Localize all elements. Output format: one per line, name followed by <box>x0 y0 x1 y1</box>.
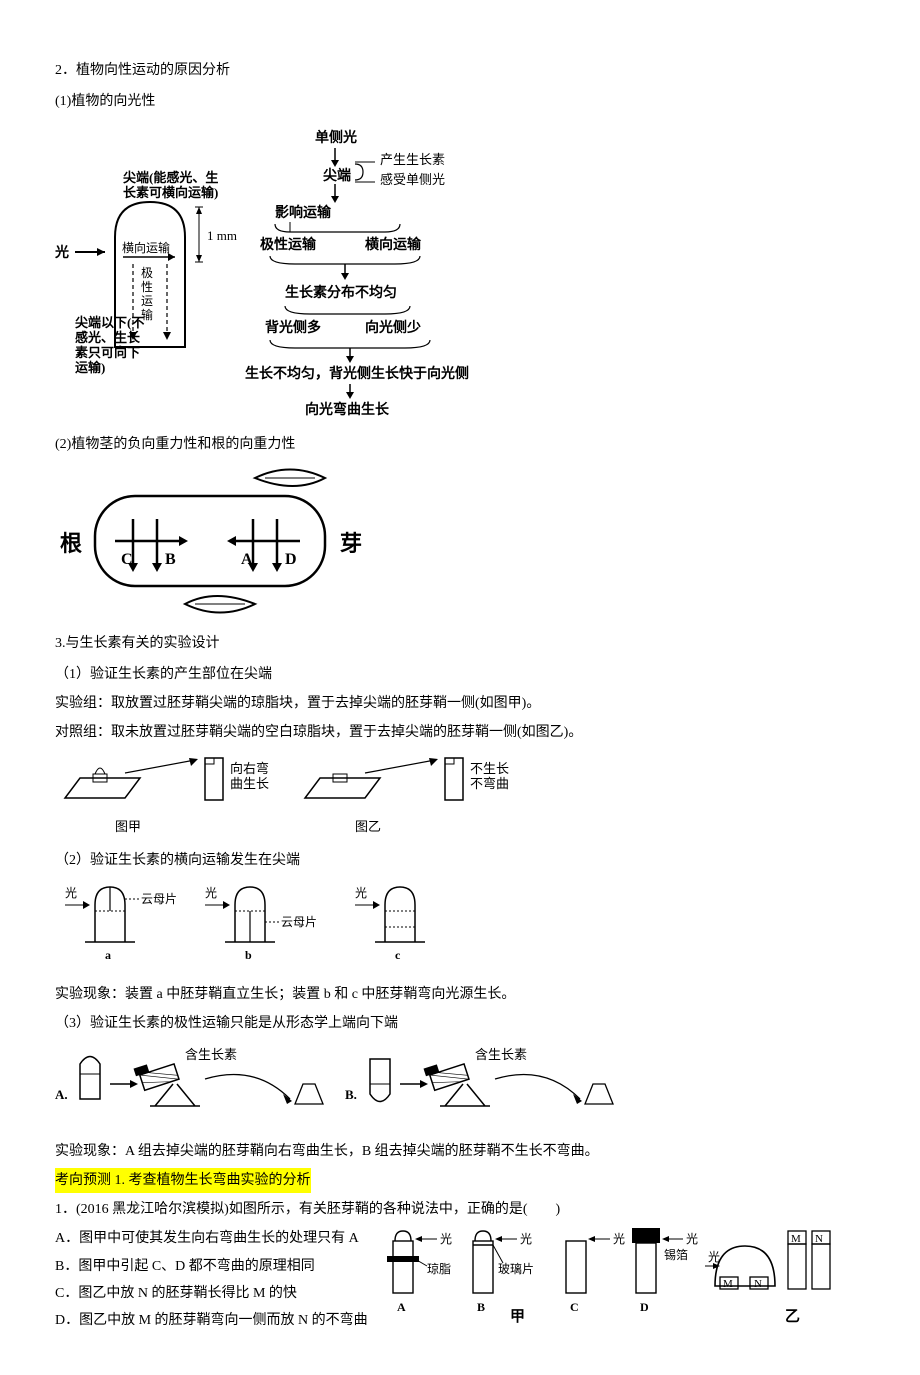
svg-text:玻璃片: 玻璃片 <box>498 1262 534 1276</box>
letter-b: B <box>165 551 176 568</box>
svg-text:N: N <box>754 1278 762 1290</box>
auxin-a: 含生长素 <box>185 1047 237 1062</box>
light-label: 光 <box>55 244 69 261</box>
flow-n4b: 横向运输 <box>365 236 422 253</box>
figure-gravitropism: 根 芽 C B A D <box>55 466 865 621</box>
light-a: 光 <box>65 886 77 900</box>
figure-phototropism: 光 横向运输 极性运输 尖端(能感光、生 长素可横向运输) 1 mm 尖端以下(… <box>55 122 865 422</box>
exp3-title: （3）验证生长素的极性运输只能是从形态学上端向下端 <box>55 1011 865 1036</box>
svg-text:甲: 甲 <box>510 1308 525 1325</box>
svg-text:光: 光 <box>520 1232 532 1246</box>
svg-text:B: B <box>477 1300 485 1314</box>
svg-text:N: N <box>815 1233 823 1245</box>
exp2-title: （2）验证生长素的横向运输发生在尖端 <box>55 848 865 873</box>
auxin-b: 含生长素 <box>475 1047 527 1062</box>
tip-label: 尖端(能感光、生 长素可横向运输) <box>123 170 222 200</box>
letter-a: A <box>241 551 253 568</box>
exp1-group: 实验组：取放置过胚芽鞘尖端的琼脂块，置于去掉尖端的胚芽鞘一侧(如图甲)。 <box>55 691 865 716</box>
heading-3: 3.与生长素有关的实验设计 <box>55 631 865 656</box>
flow-n2-r2: 感受单侧光 <box>380 172 445 187</box>
flow-n4a: 极性运输 <box>260 236 317 253</box>
flow-n8: 向光弯曲生长 <box>305 401 390 418</box>
flow-n2-r1: 产生生长素 <box>380 152 445 167</box>
svg-text:M: M <box>723 1278 733 1290</box>
flow-n7: 生长不均匀，背光侧生长快于向光侧 <box>245 365 469 382</box>
svg-text:A: A <box>397 1300 406 1314</box>
q1-optA: A．图甲中可使其发生向右弯曲生长的处理只有 A <box>55 1226 368 1251</box>
svg-text:C: C <box>570 1300 579 1314</box>
label-b: b <box>245 948 252 962</box>
svg-text:光: 光 <box>613 1232 625 1246</box>
q1-optD: D．图乙中放 M 的胚芽鞘弯向一侧而放 N 的不弯曲 <box>55 1308 368 1333</box>
exp1-ctrl: 对照组：取未放置过胚芽鞘尖端的空白琼脂块，置于去掉尖端的胚芽鞘一侧(如图乙)。 <box>55 720 865 745</box>
flow-n1: 单侧光 <box>315 129 357 146</box>
sub-1: (1)植物的向光性 <box>55 89 865 114</box>
letter-c: C <box>121 551 133 568</box>
yi-caption: 图乙 <box>355 819 381 834</box>
horiz-transport-label: 横向运输 <box>122 240 170 255</box>
sub-2: (2)植物茎的负向重力性和根的向重力性 <box>55 432 865 457</box>
svg-text:乙: 乙 <box>785 1309 800 1325</box>
svg-text:琼脂: 琼脂 <box>427 1261 451 1276</box>
jia-result2: 曲生长 <box>230 776 269 791</box>
flow-n5: 生长素分布不均匀 <box>285 284 397 301</box>
flow-n6b: 向光侧少 <box>365 319 421 336</box>
flow-n6a: 背光侧多 <box>265 319 321 336</box>
mica-a: 云母片 <box>141 892 177 906</box>
below-tip-label: 尖端以下(不 感光、生长 素只可向下 运输) <box>75 315 148 375</box>
svg-text:光: 光 <box>440 1232 452 1246</box>
exp2-result: 实验现象：装置 a 中胚芽鞘直立生长；装置 b 和 c 中胚芽鞘弯向光源生长。 <box>55 982 865 1007</box>
heading-2: 2．植物向性运动的原因分析 <box>55 58 865 83</box>
svg-text:光: 光 <box>708 1250 720 1264</box>
label-c: c <box>395 948 401 962</box>
flow-n2: 尖端 <box>323 167 351 184</box>
figure-exp1: 向右弯 曲生长 图甲 不生长 不弯曲 图乙 <box>55 753 865 838</box>
label-a: a <box>105 948 111 962</box>
flow-n3: 影响运输 <box>275 204 332 221</box>
letter-d: D <box>285 551 297 568</box>
label-B: B. <box>345 1087 357 1102</box>
light-c: 光 <box>355 886 367 900</box>
light-b: 光 <box>205 886 217 900</box>
jia-result1: 向右弯 <box>230 761 269 776</box>
svg-text:D: D <box>640 1300 649 1314</box>
polar-transport-label: 极性运输 <box>141 266 153 322</box>
label-A: A. <box>55 1087 68 1102</box>
svg-text:锡箔: 锡箔 <box>664 1247 688 1262</box>
exp1-title: （1）验证生长素的产生部位在尖端 <box>55 662 865 687</box>
q1-stem: 1．(2016 黑龙江哈尔滨模拟)如图所示，有关胚芽鞘的各种说法中，正确的是( … <box>55 1197 865 1222</box>
exp3-result: 实验现象：A 组去掉尖端的胚芽鞘向右弯曲生长，B 组去掉尖端的胚芽鞘不生长不弯曲… <box>55 1139 865 1164</box>
svg-text:光: 光 <box>686 1232 698 1246</box>
q1-optB: B．图甲中引起 C、D 都不弯曲的原理相同 <box>55 1254 368 1279</box>
figure-exp3: A. 含生长素 B. <box>55 1044 865 1129</box>
yi-result1: 不生长 <box>470 761 509 776</box>
q1-optC: C．图乙中放 N 的胚芽鞘长得比 M 的快 <box>55 1281 368 1306</box>
mica-b: 云母片 <box>281 915 317 929</box>
root-label: 根 <box>60 531 82 556</box>
dimension-label: 1 mm <box>207 228 237 243</box>
figure-exp2: 光 云母片 a 光 云母片 b <box>55 882 865 972</box>
prediction-heading: 考向预测 1. 考查植物生长弯曲实验的分析 <box>55 1168 865 1193</box>
jia-caption: 图甲 <box>115 819 141 834</box>
yi-result2: 不弯曲 <box>470 776 509 791</box>
shoot-label: 芽 <box>340 531 362 556</box>
figure-q1: 光 琼脂 A 光 玻璃片 B <box>380 1226 840 1326</box>
svg-text:M: M <box>791 1233 801 1245</box>
